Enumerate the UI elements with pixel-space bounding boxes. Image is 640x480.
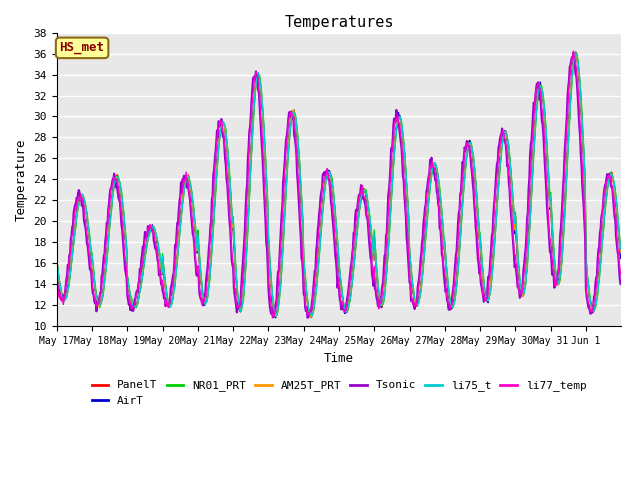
AM25T_PRT	[616, 249, 624, 255]
Line: Tsonic: Tsonic	[57, 53, 620, 318]
Line: PanelT: PanelT	[57, 53, 620, 317]
AM25T_PRT	[397, 124, 405, 130]
PanelT	[223, 137, 230, 143]
li75_t	[308, 313, 316, 319]
NR01_PRT	[251, 102, 259, 108]
li77_temp	[397, 138, 405, 144]
li77_temp	[223, 165, 230, 170]
NR01_PRT	[429, 165, 437, 170]
AirT	[119, 210, 127, 216]
X-axis label: Time: Time	[324, 352, 354, 365]
PanelT	[307, 314, 315, 320]
NR01_PRT	[119, 203, 127, 209]
AM25T_PRT	[223, 140, 230, 145]
NR01_PRT	[572, 49, 579, 55]
Tsonic	[429, 163, 437, 168]
Tsonic	[570, 50, 577, 56]
li77_temp	[616, 271, 624, 277]
Line: li75_t: li75_t	[57, 54, 620, 316]
li75_t	[223, 137, 230, 143]
Text: HS_met: HS_met	[60, 41, 104, 54]
NR01_PRT	[53, 255, 61, 261]
AirT	[53, 263, 61, 268]
Tsonic	[616, 281, 624, 287]
AM25T_PRT	[272, 313, 280, 319]
li75_t	[251, 98, 259, 104]
AirT	[616, 255, 624, 261]
Tsonic	[53, 280, 61, 286]
NR01_PRT	[397, 119, 405, 124]
NR01_PRT	[272, 313, 280, 319]
Line: NR01_PRT: NR01_PRT	[57, 52, 620, 317]
li77_temp	[53, 275, 61, 280]
li75_t	[397, 120, 405, 126]
PanelT	[573, 50, 580, 56]
li77_temp	[429, 164, 437, 170]
li75_t	[119, 204, 127, 209]
li77_temp	[570, 48, 577, 54]
NR01_PRT	[223, 134, 230, 140]
Tsonic	[397, 144, 405, 150]
AirT	[571, 51, 579, 57]
AM25T_PRT	[53, 258, 61, 264]
Tsonic	[251, 74, 259, 80]
li75_t	[572, 51, 579, 57]
AirT	[429, 162, 437, 168]
Legend: PanelT, AirT, NR01_PRT, AM25T_PRT, Tsonic, li75_t, li77_temp: PanelT, AirT, NR01_PRT, AM25T_PRT, Tsoni…	[87, 376, 591, 410]
Line: li77_temp: li77_temp	[57, 51, 620, 317]
Tsonic	[119, 238, 127, 244]
li75_t	[53, 257, 61, 263]
AM25T_PRT	[119, 208, 127, 214]
AirT	[223, 141, 230, 146]
AM25T_PRT	[572, 51, 579, 57]
Tsonic	[303, 315, 311, 321]
li75_t	[429, 164, 437, 170]
AM25T_PRT	[307, 314, 315, 320]
AirT	[273, 309, 280, 315]
AirT	[272, 315, 280, 321]
li77_temp	[273, 302, 280, 308]
PanelT	[53, 258, 61, 264]
PanelT	[251, 96, 259, 101]
li77_temp	[269, 314, 276, 320]
PanelT	[429, 164, 437, 169]
Line: AM25T_PRT: AM25T_PRT	[57, 54, 620, 317]
AM25T_PRT	[251, 94, 259, 99]
li75_t	[616, 246, 624, 252]
PanelT	[397, 121, 405, 127]
PanelT	[119, 206, 127, 212]
AirT	[251, 94, 259, 100]
PanelT	[272, 312, 280, 318]
NR01_PRT	[616, 244, 624, 250]
li77_temp	[251, 75, 259, 81]
li77_temp	[119, 228, 127, 234]
PanelT	[616, 247, 624, 252]
Tsonic	[223, 177, 230, 182]
Line: AirT: AirT	[57, 54, 620, 318]
AirT	[397, 124, 405, 130]
Y-axis label: Temperature: Temperature	[15, 138, 28, 221]
Title: Temperatures: Temperatures	[284, 15, 394, 30]
li75_t	[272, 312, 280, 318]
NR01_PRT	[307, 314, 315, 320]
Tsonic	[272, 300, 280, 306]
AM25T_PRT	[429, 162, 437, 168]
